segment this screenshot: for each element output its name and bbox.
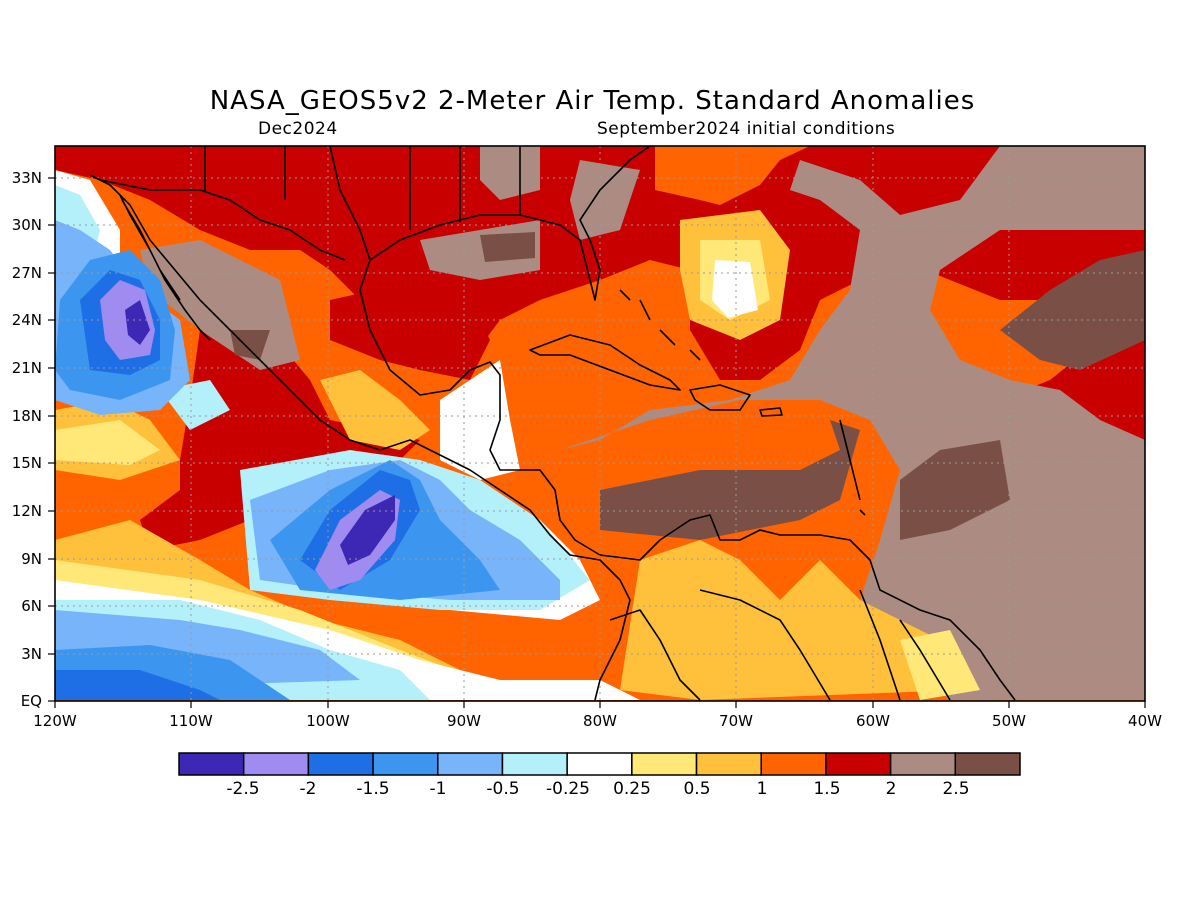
color-bar-label: -2.5 [226, 779, 259, 799]
color-bar-swatch [760, 752, 827, 776]
color-bar-swatch [307, 752, 374, 776]
color-bar-swatch [372, 752, 439, 776]
color-bar-labels: -2.5 -2 -1.5 -1 -0.5 -0.25 0.25 0.5 1 1.… [226, 779, 969, 799]
color-bar-label: -2 [300, 779, 317, 799]
color-bar-swatch [825, 752, 892, 776]
lat-tick-label: 12N [12, 502, 42, 520]
color-bar-swatch [178, 752, 245, 776]
lat-tick-label: 33N [12, 169, 42, 187]
field-gold-mexico [320, 370, 430, 450]
lon-tick-label: 90W [447, 712, 481, 730]
color-bar [178, 752, 1021, 776]
field-indigo-baja [125, 300, 150, 345]
coastlines [89, 146, 1016, 701]
lon-tick-label: 70W [719, 712, 753, 730]
field-brown-atlantic [560, 146, 1145, 700]
field-dark-gulf [480, 232, 535, 262]
lon-tick-label: 50W [992, 712, 1026, 730]
lat-tick-label: 24N [12, 311, 42, 329]
lat-tick-label: 21N [12, 359, 42, 377]
grid-lines [55, 146, 1145, 701]
color-bar-swatch [954, 752, 1021, 776]
field-white-atlantic [712, 260, 758, 318]
map-title: NASA_GEOS5v2 2-Meter Air Temp. Standard … [209, 86, 976, 116]
lat-tick-label: 18N [12, 407, 42, 425]
color-bar-swatch [437, 752, 504, 776]
lon-tick-label: 40W [1128, 712, 1162, 730]
color-bar-label: 1.5 [813, 779, 840, 799]
field-red-pacific [140, 320, 420, 550]
color-bar-swatch [242, 752, 310, 776]
color-bar-label: 2 [886, 779, 897, 799]
lon-tick-label: 80W [583, 712, 617, 730]
lat-tick-label: 9N [21, 550, 42, 568]
field-brown-us [480, 146, 540, 200]
field-dark-atlantic-s [900, 440, 1010, 540]
color-bar-label: 0.5 [683, 779, 710, 799]
lat-tick-labels: EQ 3N 6N 9N 12N 15N 18N 21N 24N 27N 30N … [12, 169, 42, 710]
color-bar-swatch [631, 752, 698, 776]
tick-marks [48, 177, 1146, 708]
field-deepblue-equator [55, 670, 220, 700]
color-bar-label: -0.25 [546, 779, 590, 799]
color-bar-swatch [695, 752, 762, 776]
field-red-gulf [330, 280, 490, 380]
lat-tick-label: 30N [12, 216, 42, 234]
lat-tick-label: 27N [12, 264, 42, 282]
initial-conditions: September2024 initial conditions [597, 119, 896, 139]
field-dark-atlantic-n [1000, 250, 1145, 370]
lon-tick-label: 60W [856, 712, 890, 730]
lon-tick-label: 110W [169, 712, 213, 730]
field-dark-caribbean [600, 420, 860, 540]
color-bar-swatch [566, 752, 633, 776]
lon-tick-label: 100W [306, 712, 350, 730]
lat-tick-label: 3N [21, 645, 42, 663]
color-bar-label: 1 [757, 779, 768, 799]
color-bar-label: 0.25 [613, 779, 651, 799]
field-yellow-guiana [900, 630, 980, 700]
field-yellow-pacific [55, 420, 160, 465]
lon-tick-labels: 120W 110W 100W 90W 80W 70W 60W 50W 40W [33, 712, 1162, 730]
lat-tick-label: EQ [21, 692, 42, 710]
field-gold-southamerica [620, 540, 960, 700]
field-dark-mexico [230, 330, 270, 360]
color-bar-swatch [889, 752, 957, 776]
color-bar-label: -1 [430, 779, 447, 799]
field-brown-florida [570, 160, 640, 240]
lat-tick-label: 6N [21, 597, 42, 615]
color-bar-label: -1.5 [356, 779, 389, 799]
lon-tick-label: 120W [33, 712, 77, 730]
forecast-month: Dec2024 [258, 119, 338, 139]
lat-tick-label: 15N [12, 454, 42, 472]
field-indigo-panama [340, 495, 395, 565]
color-bar-swatch [501, 752, 568, 776]
color-bar-label: -0.5 [486, 779, 519, 799]
anomaly-field [55, 146, 1145, 701]
color-bar-label: 2.5 [942, 779, 969, 799]
